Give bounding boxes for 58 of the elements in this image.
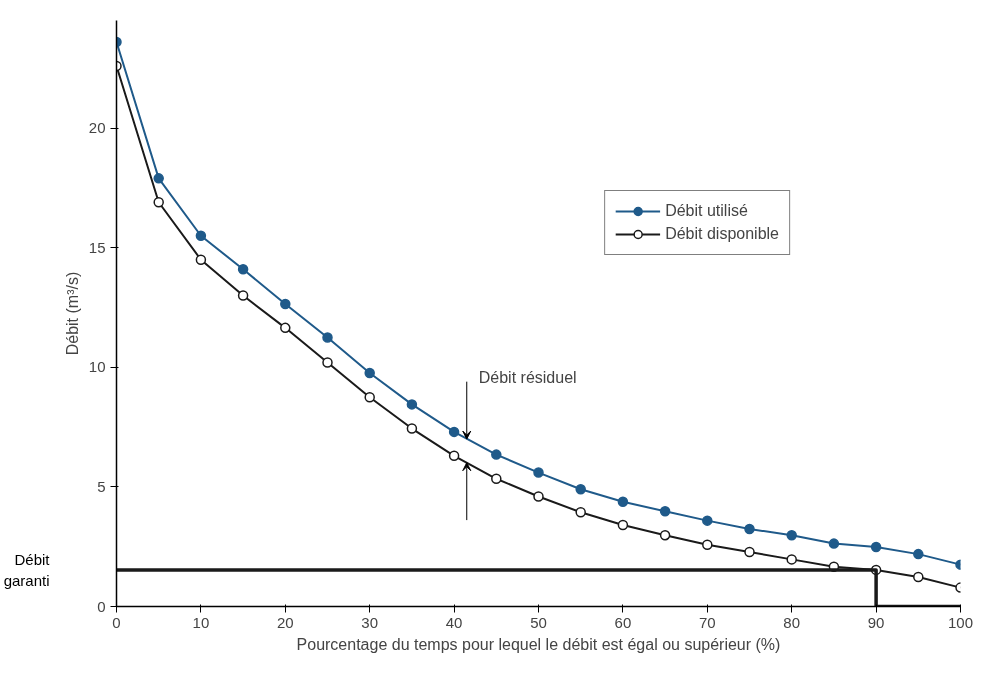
legend-label: Débit utilisé [665, 202, 748, 220]
point [786, 554, 797, 565]
point [364, 391, 375, 403]
x-axis-title: Pourcentage du temps pour lequel le débit est égal ou supérieur (%) [296, 635, 781, 653]
point [786, 529, 797, 541]
point [153, 173, 164, 184]
x-tick-label: 20 [276, 613, 294, 631]
point [702, 539, 713, 551]
point [195, 254, 207, 265]
point [828, 538, 840, 549]
point [237, 264, 249, 275]
point [280, 298, 291, 310]
y-tick-label: 15 [88, 238, 106, 256]
point [280, 322, 291, 334]
point [575, 484, 586, 495]
point [617, 519, 629, 531]
x-tick-label: 80 [783, 613, 801, 631]
x-tick-label: 10 [192, 613, 210, 631]
point [659, 506, 671, 517]
point [617, 496, 629, 507]
x-tick-label: 30 [361, 613, 379, 631]
point [491, 449, 502, 460]
point [448, 450, 460, 462]
x-tick-label: 60 [614, 613, 632, 631]
point [448, 426, 460, 438]
point [491, 473, 502, 485]
y-tick-label: 0 [97, 597, 106, 615]
point [533, 467, 544, 478]
point [659, 529, 671, 541]
text: Débit garanti [3, 551, 51, 589]
point [364, 367, 375, 379]
x-tick-label: 0 [112, 613, 121, 631]
point [744, 546, 755, 558]
y-tick-label: 5 [97, 477, 106, 495]
y-axis-title: Débit (m³/s) [63, 271, 81, 356]
point [153, 197, 164, 208]
point [870, 541, 882, 553]
x-tick-label: 40 [445, 613, 463, 631]
point [237, 290, 249, 301]
point [195, 230, 207, 242]
x-tick-label: 90 [867, 613, 885, 631]
point [913, 548, 924, 560]
legend-label: Débit disponible [665, 225, 779, 243]
point [744, 523, 755, 535]
y-tick-label: 20 [88, 119, 106, 137]
point [533, 491, 544, 502]
point [322, 332, 333, 343]
point [913, 571, 924, 583]
annotation: Débit résiduel [478, 369, 577, 387]
point [322, 357, 333, 368]
y-tick-label: 10 [88, 358, 106, 376]
point [406, 399, 418, 410]
x-tick-label: 70 [698, 613, 716, 631]
point [702, 515, 713, 526]
point [575, 507, 586, 518]
x-tick-label: 50 [530, 613, 547, 631]
point [406, 423, 418, 434]
x-tick-label: 100 [947, 613, 974, 631]
